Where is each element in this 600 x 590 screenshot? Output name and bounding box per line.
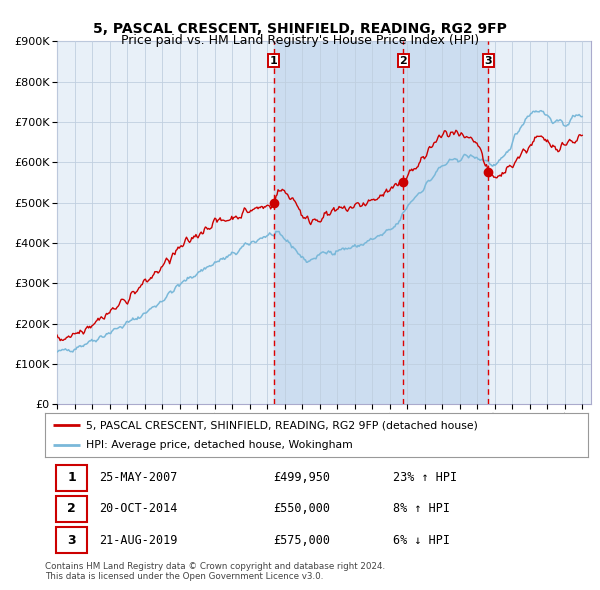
FancyBboxPatch shape	[56, 464, 88, 491]
Text: 8% ↑ HPI: 8% ↑ HPI	[392, 502, 449, 516]
Text: 5, PASCAL CRESCENT, SHINFIELD, READING, RG2 9FP: 5, PASCAL CRESCENT, SHINFIELD, READING, …	[93, 22, 507, 36]
Text: 20-OCT-2014: 20-OCT-2014	[100, 502, 178, 516]
Text: This data is licensed under the Open Government Licence v3.0.: This data is licensed under the Open Gov…	[45, 572, 323, 581]
Text: 2: 2	[67, 502, 76, 516]
Text: 1: 1	[270, 55, 278, 65]
Bar	[274, 41, 488, 404]
Text: 2: 2	[400, 55, 407, 65]
Text: 3: 3	[67, 533, 76, 546]
Text: Contains HM Land Registry data © Crown copyright and database right 2024.: Contains HM Land Registry data © Crown c…	[45, 562, 385, 571]
Text: 6% ↓ HPI: 6% ↓ HPI	[392, 533, 449, 546]
Text: 21-AUG-2019: 21-AUG-2019	[100, 533, 178, 546]
Text: HPI: Average price, detached house, Wokingham: HPI: Average price, detached house, Woki…	[86, 440, 352, 450]
Text: £575,000: £575,000	[273, 533, 330, 546]
Text: 25-MAY-2007: 25-MAY-2007	[100, 471, 178, 484]
Text: £550,000: £550,000	[273, 502, 330, 516]
Text: 3: 3	[484, 55, 492, 65]
FancyBboxPatch shape	[56, 527, 88, 553]
Text: £499,950: £499,950	[273, 471, 330, 484]
Text: 5, PASCAL CRESCENT, SHINFIELD, READING, RG2 9FP (detached house): 5, PASCAL CRESCENT, SHINFIELD, READING, …	[86, 421, 478, 430]
FancyBboxPatch shape	[56, 496, 88, 522]
Text: 23% ↑ HPI: 23% ↑ HPI	[392, 471, 457, 484]
Text: 1: 1	[67, 471, 76, 484]
Text: Price paid vs. HM Land Registry's House Price Index (HPI): Price paid vs. HM Land Registry's House …	[121, 34, 479, 47]
